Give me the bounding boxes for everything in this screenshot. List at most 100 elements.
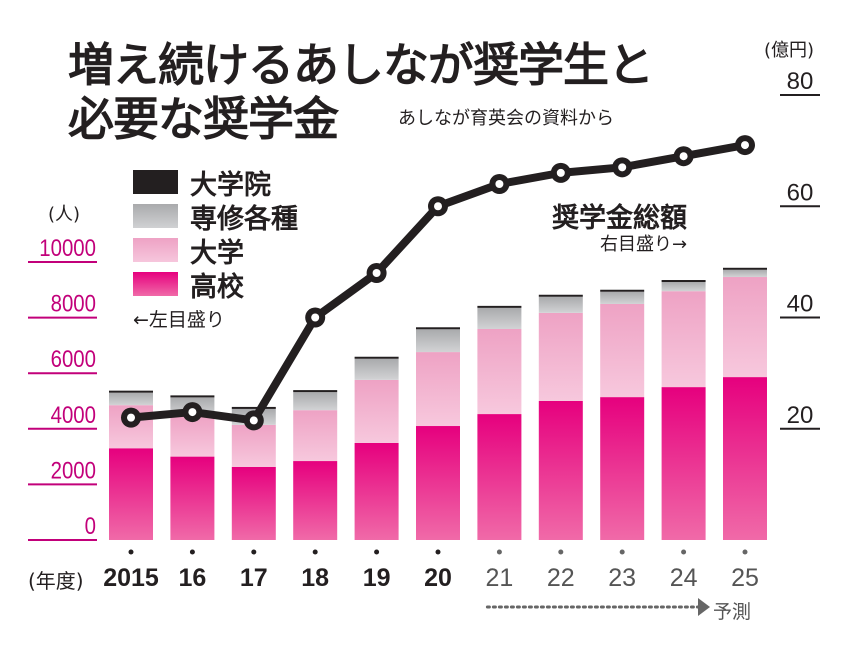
- bar-segment-vocational: [600, 291, 645, 304]
- bar-segment-university: [416, 352, 460, 427]
- bar-segment-highschool: [723, 377, 767, 540]
- line-point-center: [249, 416, 258, 425]
- line-point-center: [741, 141, 749, 150]
- legend-item-highschool: 高校: [133, 267, 298, 303]
- left-axis-note: ←左目盛り: [133, 308, 225, 331]
- x-tick-label: 20: [424, 564, 452, 592]
- chart-title-line1: 増え続けるあしなが奨学生と: [68, 38, 654, 92]
- bar-segment-vocational: [293, 392, 338, 411]
- bar-segment-university: [354, 379, 399, 443]
- bar-segment-vocational: [109, 392, 153, 406]
- bar-segment-highschool: [661, 387, 706, 540]
- x-tick-dot: [435, 549, 441, 555]
- line-point-center: [679, 152, 688, 161]
- bar-segment-graduate: [170, 395, 215, 398]
- x-tick-label: 25: [731, 564, 759, 592]
- bar-segment-university: [170, 415, 215, 457]
- line-point-center: [556, 168, 565, 177]
- x-tick-label: 24: [670, 564, 698, 592]
- bar-segment-graduate: [416, 327, 460, 330]
- left-axis-tick-label: 6000: [51, 346, 96, 373]
- x-tick-dot: [374, 549, 380, 555]
- left-axis-unit: (人): [48, 204, 81, 225]
- bar-segment-university: [661, 291, 706, 388]
- bar-segment-university: [293, 410, 338, 462]
- x-tick-label: 23: [608, 564, 636, 592]
- bar-segment-university: [477, 328, 522, 415]
- left-axis-tick-label: 4000: [51, 401, 96, 428]
- bar-segment-highschool: [109, 448, 153, 540]
- bar-segment-graduate: [723, 267, 767, 270]
- legend-label: 大学院: [190, 169, 271, 201]
- x-tick-dot: [619, 549, 625, 555]
- legend: 大学院 専修各種 大学 高校 ←左目盛り: [133, 165, 298, 335]
- legend-swatch-university: [133, 238, 178, 262]
- forecast-arrow-icon: [698, 598, 710, 616]
- bar-segment-vocational: [416, 329, 460, 353]
- x-tick-label: 18: [301, 564, 329, 592]
- x-tick-label: 19: [363, 564, 391, 592]
- bar-segment-graduate: [231, 406, 276, 409]
- x-tick-dot: [496, 549, 502, 555]
- legend-item-university: 大学: [133, 233, 298, 269]
- forecast-label: 予測: [713, 601, 752, 623]
- line-point-center: [188, 408, 197, 417]
- x-tick-label: 17: [240, 564, 268, 592]
- line-point-center: [495, 180, 504, 188]
- bar-segment-highschool: [538, 401, 583, 540]
- legend-swatch-grad: [133, 170, 178, 194]
- legend-label: 高校: [190, 271, 244, 303]
- bar-segment-graduate: [354, 356, 399, 359]
- right-axis-unit: (億円): [764, 40, 815, 61]
- x-tick-label: 16: [178, 564, 206, 592]
- bar-segment-highschool: [600, 397, 645, 540]
- bar-segment-highschool: [170, 456, 215, 540]
- bar-segment-graduate: [600, 289, 645, 292]
- source-note: あしなが育英会の資料から: [398, 108, 614, 129]
- bar-segment-graduate: [109, 390, 153, 393]
- x-tick-dot: [312, 549, 318, 555]
- x-tick-dot: [128, 549, 134, 555]
- line-point-center: [372, 269, 381, 277]
- x-tick-label: 21: [485, 564, 513, 592]
- x-tick-dot: [558, 549, 564, 555]
- x-axis-unit: (年度): [28, 569, 84, 593]
- legend-label: 大学: [190, 237, 244, 269]
- left-axis-tick-label: 10000: [39, 234, 96, 261]
- bar-segment-graduate: [538, 294, 583, 297]
- x-tick-dot: [251, 549, 257, 555]
- right-axis-tick-label: 40: [787, 291, 814, 318]
- right-axis-tick-label: 60: [787, 179, 814, 206]
- bar-segment-vocational: [477, 307, 522, 329]
- bar-segment-university: [723, 277, 767, 378]
- bar-segment-highschool: [477, 414, 522, 540]
- right-axis-note: 右目盛り→: [600, 234, 688, 255]
- bar-segment-highschool: [416, 426, 460, 540]
- bar-segment-highschool: [231, 466, 276, 540]
- legend-item-grad: 大学院: [133, 165, 298, 201]
- bar-segment-highschool: [293, 461, 338, 540]
- line-point-center: [127, 413, 135, 422]
- line-series-label: 奨学金総額: [552, 203, 687, 234]
- legend-swatch-highschool: [133, 272, 178, 296]
- right-axis-tick-label: 20: [787, 402, 814, 429]
- left-axis-note-row: ←左目盛り: [133, 301, 298, 335]
- legend-item-vocational: 専修各種: [133, 199, 298, 235]
- line-point-center: [618, 163, 627, 172]
- left-axis-tick-label: 8000: [51, 290, 96, 317]
- x-tick-dot: [189, 549, 195, 555]
- bar-segment-highschool: [354, 442, 399, 540]
- line-point-center: [311, 313, 320, 322]
- bar-segment-vocational: [661, 282, 706, 292]
- bar-segment-university: [600, 303, 645, 398]
- bar-segment-university: [231, 424, 276, 467]
- x-tick-label: 22: [547, 564, 575, 592]
- right-axis-tick-label: 80: [787, 68, 814, 95]
- legend-swatch-vocational: [133, 204, 178, 228]
- left-axis-tick-label: 0: [85, 512, 96, 539]
- chart-title-line2: 必要な奨学金: [68, 92, 339, 146]
- bar-segment-graduate: [293, 390, 338, 393]
- x-tick-dot: [742, 549, 748, 555]
- bar-segment-graduate: [661, 280, 706, 283]
